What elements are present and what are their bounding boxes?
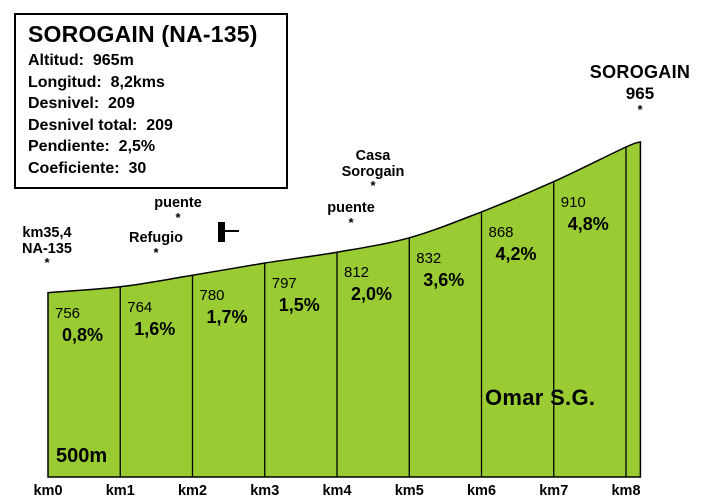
title-box: SOROGAIN (NA-135) Altitud: 965m Longitud… (14, 13, 288, 189)
flag-icon (218, 222, 242, 242)
segment-gradient-label: 1,6% (134, 318, 176, 339)
annotation-marker-icon: * (153, 244, 159, 260)
waypoint-road-km35-4: km35,4 NA-135 * (22, 225, 72, 270)
summit-marker-icon: * (637, 102, 643, 117)
segment-altitude-label: 812 (344, 264, 370, 282)
author-watermark: Omar S.G. (485, 385, 596, 410)
waypoint-puente-1: puente * (154, 195, 202, 225)
annotation-text: puente (327, 200, 375, 216)
x-axis-tick-km2: km2 (177, 483, 208, 499)
segment-gradient-label: 2,0% (351, 284, 393, 305)
info-coeficiente: Coeficiente: 30 (28, 159, 147, 177)
x-axis-tick-km6: km6 (466, 483, 497, 499)
annotation-marker-icon: * (175, 209, 181, 225)
elevation-area (47, 140, 642, 478)
waypoint-puente-2: puente * (327, 200, 375, 230)
summit-label: SOROGAIN 965 * (590, 62, 690, 116)
waypoint-refugio: Refugio * (129, 230, 183, 260)
flag-icon-bar (218, 222, 225, 242)
annotation-text: km35,4 NA-135 (22, 225, 72, 257)
baseline-altitude-label: 500m (56, 445, 108, 467)
annotation-marker-icon: * (348, 214, 354, 230)
info-pendiente: Pendiente: 2,5% (28, 138, 156, 155)
waypoint-casa-sorogain: Casa Sorogain * (341, 148, 405, 193)
x-axis-tick-km5: km5 (394, 483, 424, 499)
annotation-marker-icon: * (370, 178, 376, 193)
chart-title: SOROGAIN (NA-135) (28, 21, 258, 47)
annotation-text: puente (154, 195, 202, 211)
segment-gradient-label: 1,7% (206, 307, 248, 328)
segment-altitude-label: 756 (55, 304, 81, 322)
summit-altitude: 965 (625, 84, 655, 103)
segment-gradient-label: 0,8% (62, 324, 104, 345)
info-desnivel: Desnivel: 209 (28, 95, 135, 112)
info-longitud: Longitud: 8,2kms (28, 73, 165, 91)
flag-icon-stem (225, 230, 239, 232)
segment-gradient-label: 3,6% (423, 269, 465, 290)
x-axis-tick-km7: km7 (539, 483, 569, 499)
segment-altitude-label: 797 (271, 275, 297, 293)
segment-altitude-label: 832 (416, 249, 442, 267)
x-axis-tick-km8: km8 (611, 483, 641, 499)
info-desnivel-total: Desnivel total: 209 (28, 116, 173, 134)
x-axis-tick-km3: km3 (250, 483, 280, 499)
segment-altitude-label: 780 (199, 287, 225, 305)
annotation-marker-icon: * (44, 255, 50, 270)
segment-altitude-label: 868 (488, 223, 514, 241)
annotation-text: Casa Sorogain (341, 148, 405, 180)
segment-gradient-label: 4,2% (495, 243, 537, 264)
x-axis-tick-km0: km0 (33, 483, 63, 499)
segment-altitude-label: 910 (560, 193, 586, 211)
segment-gradient-label: 1,5% (278, 295, 320, 316)
x-axis-tick-km4: km4 (322, 483, 352, 499)
segment-altitude-label: 764 (127, 298, 153, 316)
annotation-text: Refugio (129, 230, 183, 246)
x-axis-tick-km1: km1 (105, 483, 135, 499)
info-altitud: Altitud: 965m (28, 52, 134, 69)
segment-gradient-label: 4,8% (567, 213, 609, 234)
summit-name: SOROGAIN (589, 62, 691, 82)
